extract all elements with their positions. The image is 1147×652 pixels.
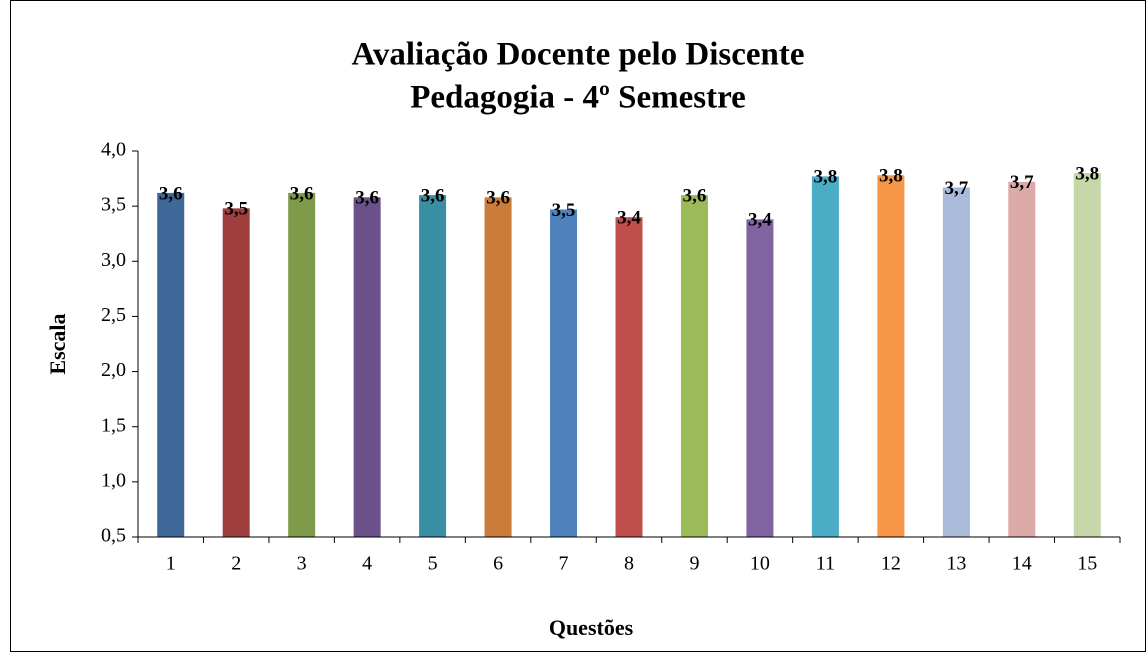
- bar: [550, 209, 578, 538]
- data-label: 3,4: [748, 210, 772, 231]
- bar: [222, 208, 250, 537]
- data-label: 3,4: [617, 208, 641, 229]
- bar: [157, 192, 185, 537]
- data-label: 3,6: [290, 183, 314, 204]
- bar: [680, 195, 708, 537]
- y-axis-label: Escala: [45, 313, 70, 374]
- data-label: 3,6: [683, 185, 707, 206]
- y-tick-label: 2,0: [101, 359, 126, 381]
- chart-subtitle: Pedagogia - 4º Semestre: [410, 80, 746, 116]
- x-tick-label: 11: [816, 553, 835, 575]
- data-label: 3,8: [814, 167, 838, 188]
- bar: [288, 192, 316, 537]
- x-tick-label: 13: [946, 553, 966, 575]
- y-tick-label: 2,5: [101, 304, 126, 326]
- data-label: 3,6: [355, 188, 379, 209]
- data-label: 3,6: [159, 183, 183, 204]
- bar: [811, 176, 839, 537]
- data-label: 3,5: [224, 199, 248, 220]
- x-axis-label: Questões: [549, 615, 634, 640]
- x-tick-label: 10: [750, 553, 770, 575]
- bar: [1073, 173, 1101, 538]
- bar: [353, 197, 381, 537]
- x-tick-label: 9: [689, 553, 699, 575]
- y-tick-label: 0,5: [101, 525, 126, 547]
- data-label: 3,7: [944, 178, 968, 199]
- x-tick-label: 1: [166, 553, 176, 575]
- x-tick-label: 14: [1012, 553, 1032, 575]
- bar: [484, 197, 512, 537]
- y-tick-label: 4,0: [101, 139, 126, 161]
- data-label: 3,8: [879, 166, 903, 187]
- y-tick-label: 3,0: [101, 249, 126, 271]
- x-tick-label: 15: [1077, 553, 1097, 575]
- y-tick-label: 1,0: [101, 469, 126, 491]
- x-tick-label: 4: [362, 553, 372, 575]
- bar: [942, 187, 970, 537]
- bar: [746, 219, 774, 537]
- y-tick-label: 3,5: [101, 194, 126, 216]
- data-label: 3,6: [421, 185, 445, 206]
- data-label: 3,7: [1010, 172, 1034, 193]
- y-tick-label: 1,5: [101, 414, 126, 436]
- bar: [1008, 181, 1036, 537]
- x-tick-label: 8: [624, 553, 634, 575]
- x-tick-label: 7: [559, 553, 569, 575]
- bar: [419, 195, 447, 537]
- x-tick-label: 3: [297, 553, 307, 575]
- bar: [615, 217, 643, 537]
- data-label: 3,5: [552, 200, 576, 221]
- x-tick-label: 5: [428, 553, 438, 575]
- x-tick-label: 12: [881, 553, 901, 575]
- x-tick-label: 6: [493, 553, 503, 575]
- bar: [877, 175, 905, 537]
- data-label: 3,6: [486, 188, 510, 209]
- data-label: 3,8: [1075, 163, 1099, 184]
- x-tick-label: 2: [231, 553, 241, 575]
- chart-title: Avaliação Docente pelo Discente: [351, 37, 804, 73]
